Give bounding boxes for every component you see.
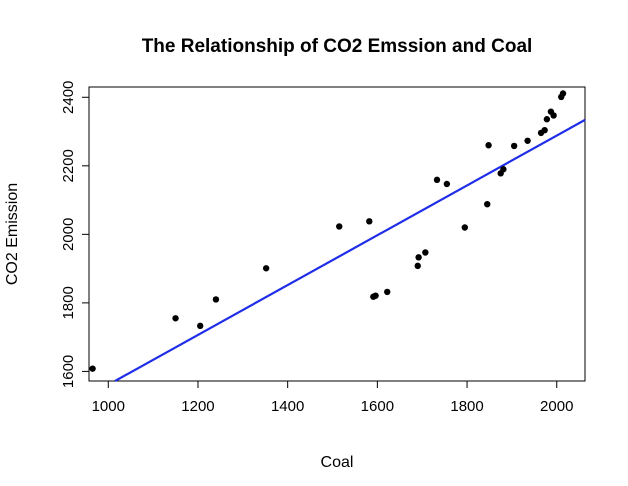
data-point [172, 315, 179, 322]
data-point [443, 180, 451, 188]
data-point [550, 112, 557, 119]
data-point [414, 262, 421, 270]
points-layer [89, 90, 567, 372]
x-axis-label: Coal [321, 454, 354, 471]
regression-line [114, 118, 586, 382]
data-point [543, 116, 551, 123]
data-point [336, 223, 343, 230]
data-point [485, 142, 492, 149]
data-point [524, 137, 531, 144]
data-point [559, 90, 567, 97]
data-point [461, 224, 469, 231]
data-point [212, 296, 220, 303]
y-tick-label: 2000 [60, 218, 77, 251]
data-point [384, 288, 391, 296]
x-tick-label: 1600 [361, 398, 394, 415]
x-tick-label: 2000 [540, 398, 573, 415]
x-tick-label: 1000 [92, 398, 125, 415]
data-point [197, 322, 204, 330]
data-point [541, 126, 548, 134]
data-point [415, 254, 422, 261]
data-point [372, 292, 379, 299]
plot-area [88, 86, 586, 382]
data-point [262, 265, 270, 272]
data-point [510, 142, 518, 150]
chart-title: The Relationship of CO2 Emssion and Coal [142, 36, 533, 57]
data-point [422, 249, 429, 256]
data-point [89, 365, 96, 372]
x-tick-label: 1200 [181, 398, 214, 415]
data-point [484, 200, 491, 208]
x-tick-label: 1800 [450, 398, 483, 415]
data-point [366, 218, 373, 225]
y-tick-label: 1600 [60, 355, 77, 388]
x-tick-label: 1400 [271, 398, 304, 415]
y-tick-label: 2200 [60, 149, 77, 182]
y-tick-label: 1800 [60, 286, 77, 319]
y-tick-label: 2400 [60, 81, 77, 114]
y-axis-label: CO2 Emission [4, 183, 21, 285]
data-point [500, 166, 507, 173]
fit-line-layer [114, 118, 586, 382]
data-point [433, 176, 441, 184]
y-axis: 1600 1800 2000 2200 2400 [60, 81, 90, 388]
x-axis: 1000 1200 1400 1600 1800 2000 [92, 380, 573, 415]
